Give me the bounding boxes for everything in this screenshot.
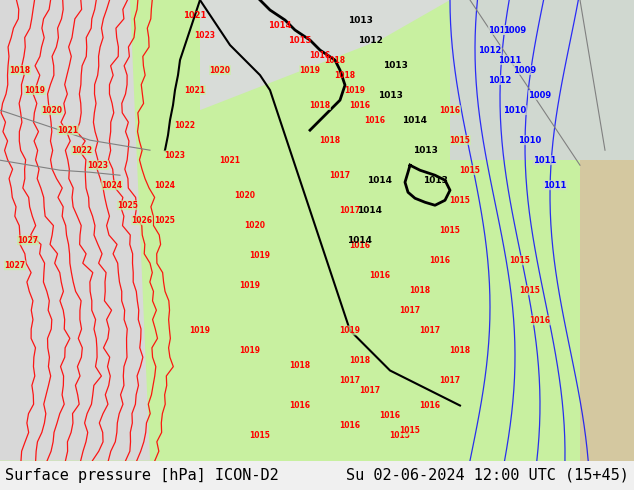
Text: 1016: 1016 (365, 116, 385, 124)
Text: 1011: 1011 (533, 156, 557, 165)
Text: 1018: 1018 (410, 286, 430, 295)
Polygon shape (200, 0, 450, 110)
Text: 1019: 1019 (250, 251, 271, 260)
Text: 1015: 1015 (450, 196, 470, 205)
Text: 1022: 1022 (72, 146, 93, 155)
Text: 1015: 1015 (250, 431, 271, 440)
Text: 1016: 1016 (309, 50, 330, 60)
Text: 1018: 1018 (335, 71, 356, 79)
Text: 1015: 1015 (439, 226, 460, 235)
Text: 1013: 1013 (423, 176, 448, 185)
Text: 1014: 1014 (368, 176, 392, 185)
Text: 1010: 1010 (519, 136, 541, 145)
Text: 1015: 1015 (288, 36, 312, 45)
Text: 1024: 1024 (101, 181, 122, 190)
Text: 1012: 1012 (488, 75, 512, 85)
Text: 1014: 1014 (347, 236, 373, 245)
Text: 1014: 1014 (268, 21, 292, 29)
Text: 1020: 1020 (235, 191, 256, 200)
Text: 1025: 1025 (117, 201, 138, 210)
Text: 1014: 1014 (403, 116, 427, 124)
Text: 1016: 1016 (439, 106, 460, 115)
Text: 1016: 1016 (420, 401, 441, 410)
Text: 1021: 1021 (58, 125, 79, 135)
Text: 1017: 1017 (339, 206, 361, 215)
Text: Surface pressure [hPa] ICON-D2: Surface pressure [hPa] ICON-D2 (5, 468, 279, 483)
Text: 1016: 1016 (380, 411, 401, 420)
Text: 1016: 1016 (349, 241, 370, 250)
Text: 1019: 1019 (240, 281, 261, 290)
Polygon shape (580, 0, 634, 461)
Text: 1015: 1015 (519, 286, 540, 295)
Text: 1016: 1016 (429, 256, 451, 265)
Text: 1018: 1018 (290, 361, 311, 370)
Text: 1016: 1016 (529, 316, 550, 325)
Text: 1019: 1019 (190, 326, 210, 335)
Text: 1016: 1016 (290, 401, 311, 410)
Text: 1027: 1027 (18, 236, 39, 245)
Text: 1020: 1020 (245, 221, 266, 230)
Text: 1017: 1017 (420, 326, 441, 335)
Text: 1026: 1026 (131, 216, 153, 225)
Text: 1015: 1015 (450, 136, 470, 145)
Text: 1024: 1024 (155, 181, 176, 190)
Text: 1013: 1013 (347, 16, 372, 24)
Polygon shape (0, 0, 150, 461)
Text: 1017: 1017 (439, 376, 460, 385)
Text: 1013: 1013 (382, 61, 408, 70)
Text: 1017: 1017 (399, 306, 420, 315)
Text: 1019: 1019 (240, 346, 261, 355)
Text: 1021: 1021 (183, 10, 207, 20)
Text: 1020: 1020 (41, 106, 63, 115)
Text: 1014: 1014 (358, 206, 382, 215)
Text: 1015: 1015 (389, 431, 410, 440)
Polygon shape (450, 0, 634, 160)
Text: 1016: 1016 (370, 271, 391, 280)
Text: 1009: 1009 (503, 25, 527, 34)
Text: 1010: 1010 (503, 106, 527, 115)
Text: 1009: 1009 (514, 66, 536, 74)
Text: 1013: 1013 (378, 91, 403, 99)
Text: 1019: 1019 (299, 66, 321, 74)
Text: 1012: 1012 (478, 46, 501, 54)
Text: 1016: 1016 (339, 421, 361, 430)
Text: 1017: 1017 (339, 376, 361, 385)
Text: 1023: 1023 (195, 30, 216, 40)
Text: 1012: 1012 (358, 36, 382, 45)
Text: 1011: 1011 (543, 181, 567, 190)
Text: 1025: 1025 (155, 216, 176, 225)
Text: 1018: 1018 (450, 346, 470, 355)
Text: 1021: 1021 (219, 156, 240, 165)
Text: 1023: 1023 (87, 161, 108, 170)
Text: 1015: 1015 (399, 426, 420, 435)
Text: 1018: 1018 (309, 100, 330, 110)
Text: Su 02-06-2024 12:00 UTC (15+45): Su 02-06-2024 12:00 UTC (15+45) (346, 468, 629, 483)
Polygon shape (0, 0, 170, 461)
Text: 1022: 1022 (174, 121, 195, 130)
Text: 1019: 1019 (344, 86, 365, 95)
Text: 1018: 1018 (325, 55, 346, 65)
Text: 1023: 1023 (164, 151, 186, 160)
Text: 1015: 1015 (460, 166, 481, 175)
Text: 1009: 1009 (528, 91, 552, 99)
Text: 1017: 1017 (359, 386, 380, 395)
Text: 1018: 1018 (10, 66, 30, 74)
Text: 1011: 1011 (498, 55, 522, 65)
Text: 1016: 1016 (349, 100, 370, 110)
Text: 1027: 1027 (4, 261, 25, 270)
Text: 1019: 1019 (25, 86, 46, 95)
Text: 1019: 1019 (339, 326, 361, 335)
Text: 1021: 1021 (184, 86, 205, 95)
Text: 1013: 1013 (413, 146, 437, 155)
Text: 1020: 1020 (209, 66, 231, 74)
Text: 1017: 1017 (330, 171, 351, 180)
Text: 1018: 1018 (320, 136, 340, 145)
Text: 1018: 1018 (349, 356, 370, 365)
Text: 1011: 1011 (488, 25, 512, 34)
Text: 1015: 1015 (510, 256, 531, 265)
